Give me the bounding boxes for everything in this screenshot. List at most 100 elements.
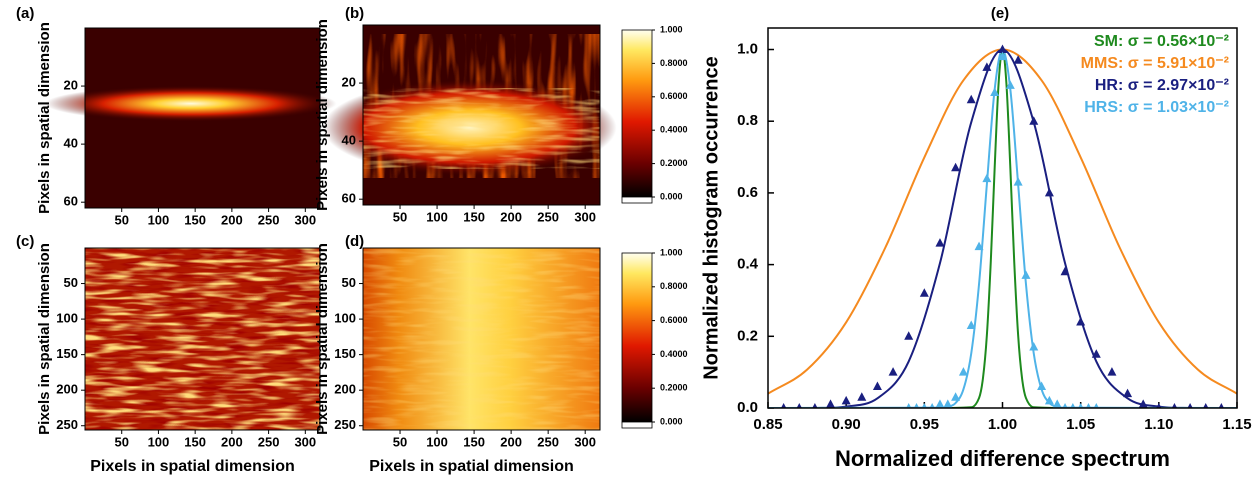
heatmap bbox=[322, 25, 617, 205]
marker bbox=[943, 399, 953, 408]
marker bbox=[974, 241, 984, 251]
y-tick-label: 150 bbox=[334, 346, 356, 361]
colorbar bbox=[621, 252, 653, 423]
panel-label: (a) bbox=[16, 5, 34, 22]
colorbar bbox=[621, 29, 653, 198]
legend-entry: SM: σ = 0.56×10⁻² bbox=[1094, 33, 1229, 50]
marker bbox=[1091, 349, 1101, 358]
x-tick-label: 1.15 bbox=[1222, 416, 1251, 433]
marker bbox=[904, 331, 914, 340]
marker bbox=[780, 403, 787, 408]
y-tick-label: 250 bbox=[56, 417, 78, 432]
x-tick-label: 50 bbox=[114, 212, 128, 227]
marker bbox=[1005, 80, 1015, 89]
colorbar-tick-label: 0.8000 bbox=[660, 281, 688, 291]
x-tick-label: 0.85 bbox=[753, 416, 782, 433]
marker bbox=[951, 162, 961, 172]
y-tick-label: 20 bbox=[342, 75, 356, 90]
y-tick-label: 250 bbox=[334, 417, 356, 432]
marker bbox=[1013, 177, 1023, 186]
plot-frame bbox=[84, 27, 321, 209]
panel-label: (b) bbox=[345, 5, 364, 22]
x-tick-label: 250 bbox=[537, 209, 559, 224]
colorbar-tick-label: 1.000 bbox=[660, 247, 683, 257]
heatmap bbox=[363, 248, 600, 430]
marker bbox=[1060, 266, 1070, 276]
heatmap bbox=[85, 248, 320, 430]
x-tick-label: 200 bbox=[221, 434, 243, 449]
x-tick-label: 300 bbox=[294, 434, 316, 449]
y-axis-label: Normalized histogram occurrence bbox=[700, 56, 722, 379]
colorbar-tick-label: 0.6000 bbox=[660, 91, 688, 101]
plot-frame bbox=[362, 24, 601, 206]
marker bbox=[1187, 403, 1193, 408]
marker bbox=[1123, 388, 1133, 398]
marker bbox=[1070, 403, 1076, 408]
marker bbox=[1044, 187, 1054, 197]
marker bbox=[982, 62, 992, 71]
x-tick-label: 150 bbox=[463, 434, 485, 449]
panel-label: (c) bbox=[16, 233, 34, 250]
marker bbox=[1093, 403, 1099, 408]
colorbar-tick-label: 0.2000 bbox=[660, 158, 688, 168]
marker bbox=[966, 94, 976, 104]
x-tick-label: 150 bbox=[184, 212, 206, 227]
colorbar-tick-label: 0.6000 bbox=[660, 315, 688, 325]
y-tick-label: 100 bbox=[334, 311, 356, 326]
x-tick-label: 200 bbox=[500, 209, 522, 224]
x-tick-label: 300 bbox=[574, 209, 596, 224]
heatmap-texture bbox=[363, 88, 600, 169]
marker bbox=[796, 403, 802, 408]
x-tick-label: 50 bbox=[393, 434, 407, 449]
heatmap-texture bbox=[85, 248, 320, 430]
y-tick-label: 60 bbox=[342, 191, 356, 206]
marker bbox=[929, 403, 935, 408]
y-axis-label: Pixels in spatial dimension bbox=[36, 243, 53, 435]
y-tick-label: 20 bbox=[64, 78, 78, 93]
y-tick-label: 50 bbox=[64, 275, 78, 290]
marker bbox=[857, 392, 867, 401]
y-tick-label: 200 bbox=[56, 382, 78, 397]
marker bbox=[1062, 403, 1068, 408]
x-tick-label: 300 bbox=[574, 434, 596, 449]
legend-entry: MMS: σ = 5.91×10⁻² bbox=[1081, 55, 1229, 72]
y-tick-label: 50 bbox=[342, 275, 356, 290]
colorbar-tick-label: 1.000 bbox=[660, 24, 683, 34]
panel-label: (e) bbox=[991, 5, 1009, 22]
y-tick-label: 0.2 bbox=[737, 327, 758, 344]
plot-frame bbox=[767, 27, 1238, 409]
marker bbox=[1138, 399, 1148, 408]
marker bbox=[1037, 381, 1047, 390]
x-axis-label: Normalized difference spectrum bbox=[835, 446, 1170, 471]
y-tick-label: 150 bbox=[56, 346, 78, 361]
x-tick-label: 0.90 bbox=[832, 416, 861, 433]
x-tick-label: 1.00 bbox=[988, 416, 1017, 433]
colorbar-tick-label: 0.4000 bbox=[660, 349, 688, 359]
marker bbox=[958, 367, 968, 376]
y-tick-label: 200 bbox=[334, 382, 356, 397]
heatmap-feature bbox=[45, 85, 337, 122]
colorbar-tick-label: 0.2000 bbox=[660, 383, 688, 393]
y-axis-label: Pixels in spatial dimension bbox=[314, 243, 331, 435]
plot-area bbox=[768, 44, 1237, 408]
plot-frame bbox=[84, 247, 321, 431]
x-tick-label: 150 bbox=[184, 434, 206, 449]
x-tick-label: 150 bbox=[463, 209, 485, 224]
x-tick-label: 50 bbox=[393, 209, 407, 224]
colorbar-tick-label: 0.000 bbox=[660, 416, 683, 426]
marker bbox=[1076, 316, 1086, 326]
x-tick-label: 50 bbox=[114, 434, 128, 449]
heatmap bbox=[45, 28, 337, 208]
marker bbox=[921, 403, 927, 408]
marker bbox=[906, 403, 912, 408]
panel-label: (d) bbox=[345, 233, 364, 250]
marker bbox=[1052, 399, 1062, 408]
marker bbox=[1218, 403, 1225, 408]
marker bbox=[1085, 403, 1092, 408]
colorbar-under bbox=[621, 421, 653, 429]
x-tick-label: 300 bbox=[294, 212, 316, 227]
plot-frame bbox=[362, 247, 601, 431]
marker bbox=[1029, 342, 1039, 351]
x-tick-label: 0.95 bbox=[910, 416, 939, 433]
x-tick-label: 100 bbox=[426, 209, 448, 224]
